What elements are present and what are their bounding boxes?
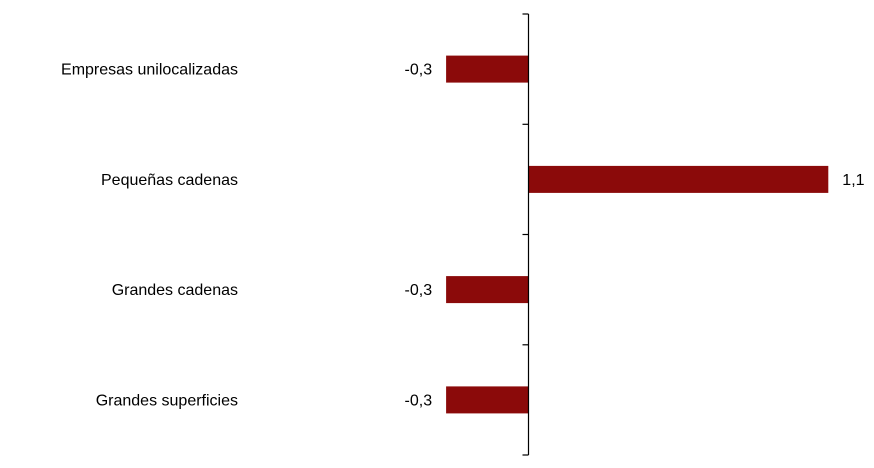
category-label: Empresas unilocalizadas [61,62,238,79]
category-label: Grandes superficies [96,392,238,409]
bar-3 [446,386,528,414]
bars-layer [446,55,829,414]
bar-0 [446,55,528,83]
axis-layer [522,13,530,456]
labels-layer: Empresas unilocalizadas -0,3 Pequeñas cade… [61,62,865,410]
data-label: 1,1 [842,172,864,189]
data-label: -0,3 [405,62,433,79]
category-label: Grandes cadenas [112,282,238,299]
category-label: Pequeñas cadenas [101,172,238,189]
data-label: -0,3 [405,392,433,409]
bar-2 [446,276,528,304]
data-label: -0,3 [405,282,433,299]
bar-1 [528,165,829,193]
